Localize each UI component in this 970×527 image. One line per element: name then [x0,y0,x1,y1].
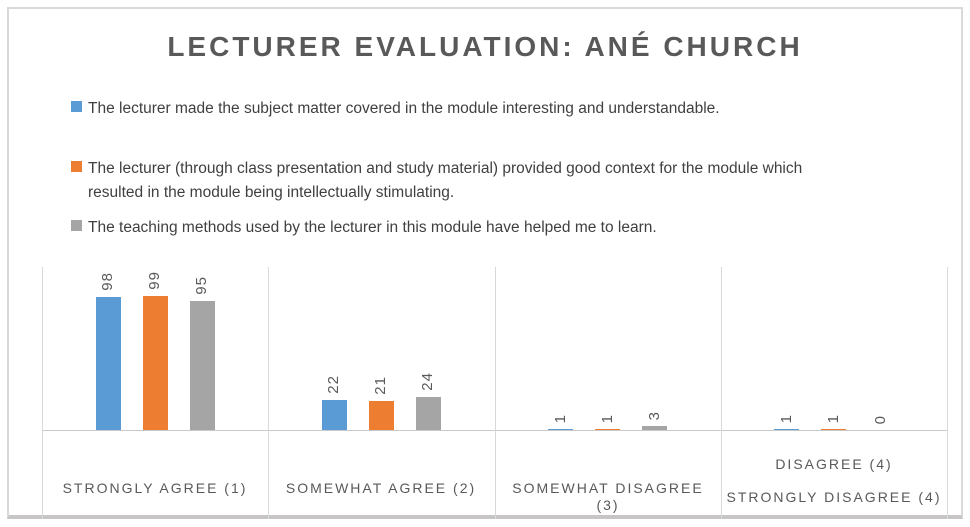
bar [642,426,667,430]
chart-frame: LECTURER EVALUATION: ANÉ CHURCH The lect… [7,7,963,519]
bar [322,400,347,430]
legend-swatch-icon [71,101,82,112]
legend-entry: The lecturer made the subject matter cov… [71,97,720,121]
gridline-vertical [268,267,269,519]
bar [369,401,394,430]
category-label-line: (3) [596,497,620,513]
bar-value-label: 95 [193,276,210,295]
category-label-line: SOMEWHAT AGREE (2) [285,480,477,496]
bar-value-label: 22 [325,375,342,394]
bar-value-label: 21 [372,376,389,395]
bar [190,301,215,430]
category-label-line: DISAGREE (4) [775,456,893,472]
legend-label: The lecturer (through class presentation… [88,160,803,201]
legend-swatch-icon [71,161,82,172]
legend-label: The lecturer made the subject matter cov… [88,100,720,117]
category-label-line: STRONGLY DISAGREE (4) [726,489,942,505]
bar [595,429,620,430]
bar [821,429,846,430]
bar [143,296,168,430]
plot-area: 98 99 95 22 21 24 1 1 3 1 1 0 [42,267,947,430]
category-label: STRONGLY AGREE (1) [42,480,268,497]
gridline-vertical [495,267,496,519]
bar-value-label: 3 [646,410,663,420]
bar-value-label: 1 [825,413,842,423]
legend-swatch-icon [71,220,82,231]
bar [96,297,121,430]
bar-value-label: 1 [778,413,795,423]
bar-value-label: 99 [146,271,163,290]
bar-value-label: 0 [872,414,889,424]
category-label-line: STRONGLY AGREE (1) [62,480,248,496]
bar-value-label: 24 [419,372,436,391]
x-axis: STRONGLY AGREE (1) SOMEWHAT AGREE (2) SOME… [42,430,947,519]
chart-title: LECTURER EVALUATION: ANÉ CHURCH [167,31,803,62]
category-label: SOMEWHAT AGREE (2) [268,480,494,497]
legend-label: The teaching methods used by the lecture… [88,219,657,236]
gridline-vertical [721,267,722,519]
plot-gridlines [42,267,948,519]
bar-value-label: 1 [599,413,616,423]
bar [548,429,573,430]
bar [416,397,441,430]
bar-value-label: 98 [99,272,116,291]
legend-entry: The lecturer (through class presentation… [71,157,802,205]
gridline-vertical [42,267,43,519]
category-label-line: SOMEWHAT DISAGREE [512,480,704,496]
bar [774,429,799,430]
category-label: SOMEWHAT DISAGREE (3) [495,480,721,514]
category-label: DISAGREE (4) STRONGLY DISAGREE (4) [721,448,947,514]
legend-entry: The teaching methods used by the lecture… [71,216,657,240]
bar-value-label: 1 [552,413,569,423]
gridline-vertical [947,267,948,519]
x-axis-line [42,430,947,431]
